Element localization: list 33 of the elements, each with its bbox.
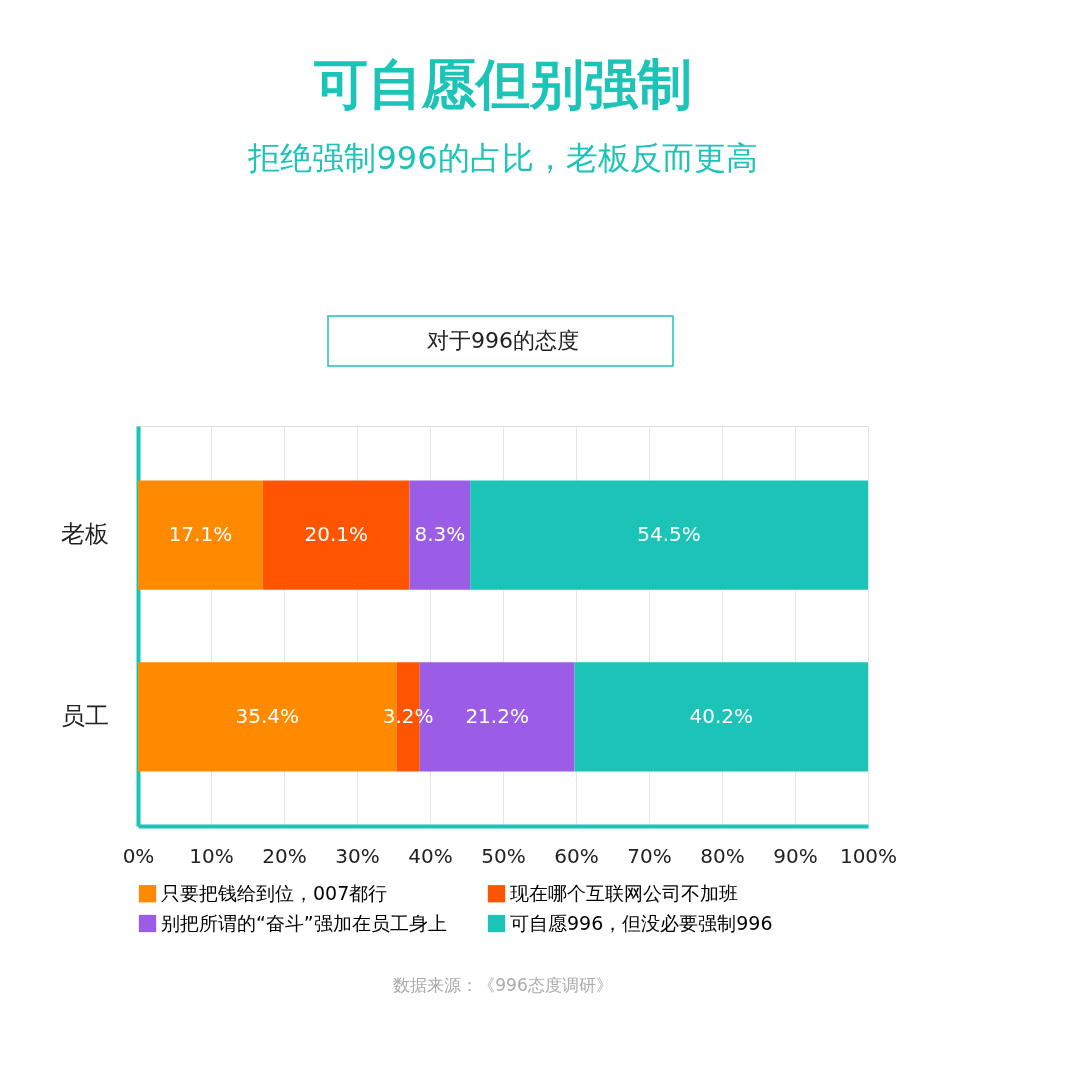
data-label: 17.1% xyxy=(168,522,233,547)
chart-title: 可自愿但别强制 xyxy=(313,53,692,117)
bar xyxy=(138,480,263,590)
x-tick-label: 90% xyxy=(773,843,818,868)
legend-label: 只要把钱给到位，007都行 xyxy=(161,881,388,904)
data-label: 54.5% xyxy=(637,522,701,547)
x-tick-label: 80% xyxy=(700,843,745,868)
chart-subtitle: 拒绝强制996的占比，老板反而更高 xyxy=(247,139,758,178)
legend-label: 现在哪个互联网公司不加班 xyxy=(510,881,738,904)
y-tick-label: 老板 xyxy=(60,520,109,549)
x-tick-label: 50% xyxy=(481,843,526,868)
bar xyxy=(409,480,471,590)
legend-label: 可自愿996，但没必要强制996 xyxy=(510,911,773,934)
x-tick-label: 0% xyxy=(122,843,155,868)
data-label: 8.3% xyxy=(414,522,466,547)
data-label: 20.1% xyxy=(304,522,368,547)
x-tick-label: 60% xyxy=(554,843,599,868)
y-tick-label: 员工 xyxy=(60,701,109,730)
x-tick-label: 70% xyxy=(627,843,672,868)
text: 对于996的态度 xyxy=(427,328,579,353)
x-tick-label: 10% xyxy=(189,843,234,868)
bar xyxy=(574,662,868,772)
bar xyxy=(470,480,868,590)
data-label: 35.4% xyxy=(235,703,299,728)
x-tick-label: 30% xyxy=(335,843,380,868)
x-tick-label: 100% xyxy=(839,843,898,868)
legend-label: 别把所谓的“奋斗”强加在员工身上 xyxy=(161,911,447,934)
source-note: 数据来源：《996态度调研》 xyxy=(393,975,613,995)
data-label: 40.2% xyxy=(689,703,754,728)
bar xyxy=(262,480,410,590)
x-tick-label: 40% xyxy=(408,843,453,868)
x-tick-label: 20% xyxy=(262,843,307,868)
data-label: 21.2% xyxy=(465,703,529,728)
